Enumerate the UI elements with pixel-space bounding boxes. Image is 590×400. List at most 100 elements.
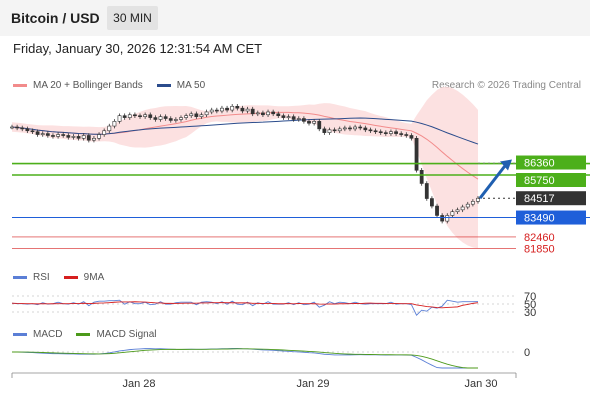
candle-body — [214, 109, 219, 112]
candle-body — [460, 206, 465, 211]
candle-body — [409, 135, 414, 139]
macd-legend: MACD MACD Signal — [13, 329, 170, 340]
legend-rsi-9ma: 9MA — [63, 272, 104, 283]
candle-body — [25, 128, 30, 132]
rsi-level-label: 30 — [524, 307, 536, 319]
rsi-level-label: 70 — [524, 291, 536, 303]
candle-body — [368, 129, 373, 132]
candle-body — [133, 114, 137, 117]
candle-body — [168, 118, 173, 121]
candle-body — [40, 133, 45, 135]
candle-body — [430, 198, 434, 207]
candle-body — [92, 137, 96, 141]
candle-body — [107, 125, 112, 132]
candle-body — [189, 113, 194, 117]
candle-body — [450, 211, 455, 216]
timestamp: Friday, January 30, 2026 12:31:54 AM CET — [13, 41, 263, 56]
rsi-level-label: 50 — [524, 299, 536, 311]
candle-body — [199, 114, 204, 117]
candle-body — [312, 121, 317, 124]
level-label-box — [516, 155, 586, 170]
candle-body — [179, 117, 183, 120]
candle-body — [250, 108, 255, 115]
candle-body — [327, 129, 332, 133]
candle-body — [394, 131, 398, 134]
candle-body — [35, 131, 40, 135]
level-label-box — [516, 210, 586, 225]
candle-body — [127, 114, 132, 118]
level-label: 83490 — [524, 213, 555, 225]
candle-body — [317, 121, 322, 130]
level-label-box — [516, 173, 586, 187]
legend-ma50: MA 50 — [156, 80, 205, 91]
candle-body — [266, 111, 270, 116]
candle-body — [76, 136, 81, 139]
legend-swatch — [156, 84, 171, 87]
header-bar: Bitcoin / USD 30 MIN — [0, 0, 590, 36]
macd-line — [11, 348, 479, 369]
candle-body — [404, 134, 409, 136]
interval-button[interactable]: 30 MIN — [107, 6, 158, 30]
candle-body — [81, 135, 86, 139]
legend-swatch — [13, 276, 27, 279]
candle-body — [71, 136, 76, 138]
forecast-arrow-shaft — [478, 163, 508, 200]
candle-body — [61, 134, 66, 136]
legend-macd-signal: MACD Signal — [76, 329, 156, 340]
candle-body — [419, 169, 424, 184]
candle-body — [45, 133, 50, 136]
candle-body — [337, 128, 342, 132]
candle-body — [204, 111, 209, 116]
legend-macd: MACD — [13, 329, 62, 340]
candle-body — [383, 132, 388, 134]
level-label-box — [516, 191, 586, 206]
candle-body — [281, 115, 286, 118]
legend-swatch — [13, 333, 27, 336]
candle-body — [163, 116, 168, 119]
rsi-9ma-line — [11, 301, 479, 309]
candle-body — [455, 209, 460, 213]
candle-body — [465, 203, 470, 208]
macd-signal-line — [11, 348, 478, 369]
candle-body — [261, 112, 265, 116]
candle-body — [307, 121, 311, 124]
x-tick-label: Jan 28 — [122, 378, 155, 390]
candle-body — [271, 111, 276, 115]
candle-body — [291, 116, 296, 120]
candle-body — [276, 113, 281, 117]
candle-body — [20, 127, 25, 130]
candle-body — [399, 133, 404, 135]
candle-body — [389, 131, 393, 134]
legend-ma20: MA 20 + Bollinger Bands — [13, 80, 143, 91]
level-label: 86360 — [524, 158, 555, 170]
candle-body — [470, 201, 475, 205]
candle-body — [424, 183, 429, 199]
candle-body — [194, 113, 199, 117]
candle-body — [158, 116, 163, 120]
macd-level-label: 0 — [524, 347, 530, 359]
candle-body — [348, 127, 352, 130]
candle-body — [255, 112, 260, 115]
candle-body — [86, 135, 91, 141]
candle-body — [56, 134, 60, 137]
candle-body — [373, 130, 378, 133]
legend-label: MACD — [33, 329, 63, 340]
candle-body — [112, 121, 117, 127]
candle-body — [51, 135, 55, 137]
candle-body — [102, 130, 107, 135]
candle-body — [245, 108, 250, 112]
candle-body — [322, 128, 327, 133]
candle-body — [209, 109, 214, 113]
legend-swatch — [63, 276, 78, 279]
x-tick-label: Jan 29 — [296, 378, 329, 390]
candle-body — [378, 131, 383, 134]
main-legend: MA 20 + Bollinger Bands MA 50 — [13, 80, 219, 91]
candle-body — [240, 107, 245, 112]
candle-body — [30, 130, 35, 133]
legend-rsi: RSI — [13, 272, 50, 283]
candle-body — [342, 127, 347, 130]
bollinger-band — [12, 86, 478, 249]
candle-body — [230, 105, 235, 111]
